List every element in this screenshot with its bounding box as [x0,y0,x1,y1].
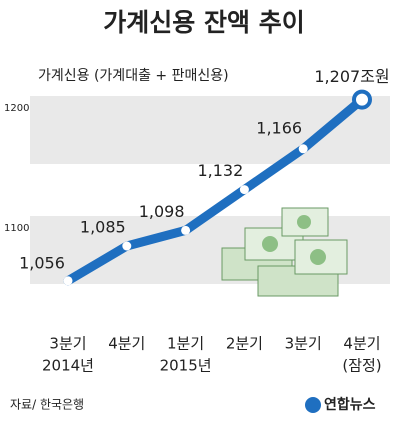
x-tick-label: 4분기 [343,335,380,353]
bill-emblem [310,249,326,265]
bill-stack [281,207,329,237]
point [352,89,372,110]
x-sub-label: 2014년 [42,357,94,375]
point [122,241,132,251]
line [63,95,367,286]
x-tick-label: 3분기 [49,335,86,353]
x-tick-label: 1분기 [167,335,204,353]
value-label: 1,098 [139,202,185,221]
value-label: 1,207조원 [314,67,389,86]
point [239,185,249,195]
chart-title: 가계신용 잔액 추이 [103,8,304,37]
money-illustration [221,207,348,297]
subtitle: 가계신용 (가계대출 + 판매신용) [38,68,229,84]
bill-emblem [297,215,311,229]
value-label: 1,056 [19,253,65,272]
x-sub-label: 2015년 [160,357,212,375]
x-tick-label: 3분기 [285,335,322,353]
source: 자료/ 한국은행 [10,397,84,412]
point [63,276,73,286]
x-tick-label: 4분기 [108,335,145,353]
value-label: 1,166 [256,118,302,137]
logo-icon [305,397,321,413]
value-label: 1,132 [197,161,243,180]
point [181,225,191,235]
x-tick-label: 2분기 [226,335,263,353]
logo: 연합뉴스 [324,396,376,413]
y-tick-label: 1200 [4,103,29,114]
value-label: 1,085 [80,218,126,237]
bill-emblem [262,236,278,252]
point [298,144,308,154]
grid-band [30,96,390,164]
y-tick-label: 1100 [4,223,29,234]
x-sub-label: (잠정) [342,357,381,375]
